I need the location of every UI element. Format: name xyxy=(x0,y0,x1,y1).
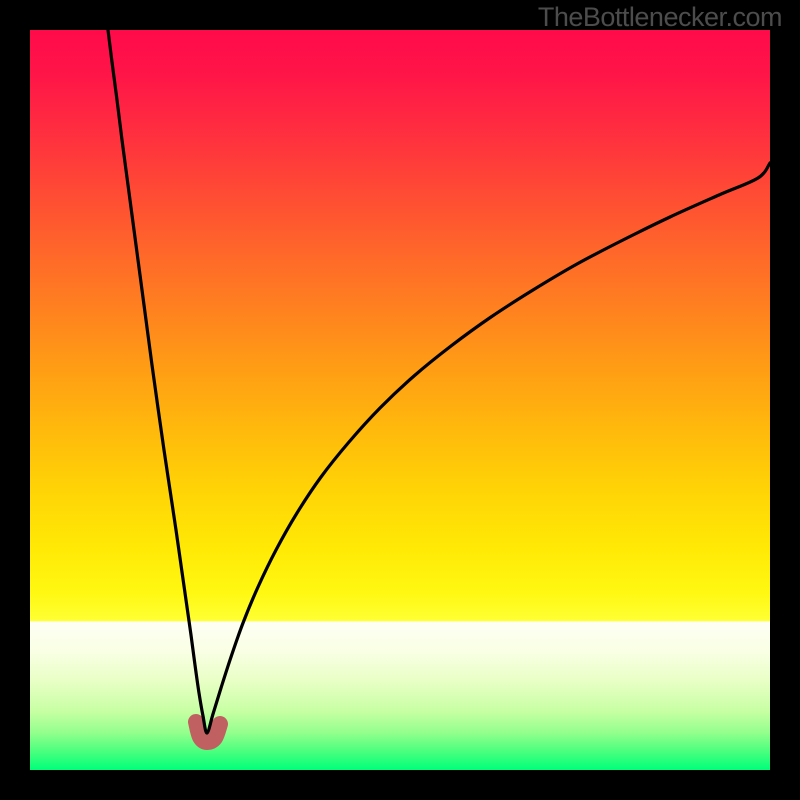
watermark-text: TheBottlenecker.com xyxy=(538,2,782,33)
bottleneck-chart xyxy=(0,0,800,800)
gradient-background xyxy=(30,30,770,770)
chart-root: TheBottlenecker.com xyxy=(0,0,800,800)
